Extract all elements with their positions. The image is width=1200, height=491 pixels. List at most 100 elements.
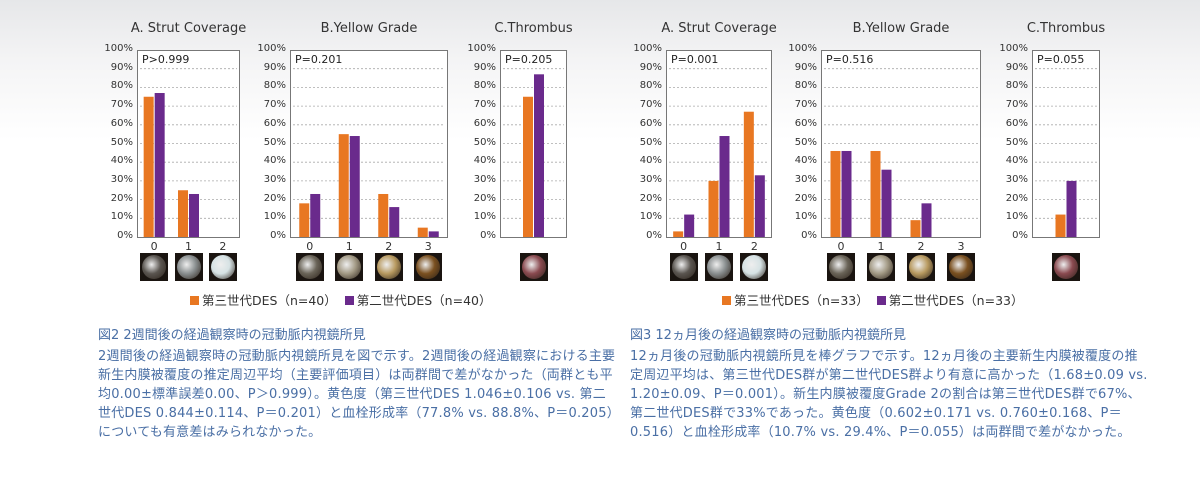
y-tick-label: 70% — [639, 99, 662, 111]
y-tick-label: 10% — [473, 211, 496, 223]
p-value-annotation: P=0.205 — [505, 53, 553, 66]
x-tick-label: 0 — [150, 240, 158, 253]
y-tick-label: 60% — [639, 117, 662, 129]
y-tick-label: 70% — [473, 99, 496, 111]
y-tick-label: 50% — [110, 136, 133, 148]
legend-swatch-orange — [722, 296, 731, 305]
y-tick-label: 20% — [263, 192, 286, 204]
bar-3rd-gen-des — [378, 193, 389, 237]
y-tick-label: 100% — [104, 43, 133, 54]
y-tick-label: 100% — [633, 43, 662, 54]
y-tick-label: 10% — [794, 211, 817, 223]
chart-title: C.Thrombus — [494, 21, 573, 36]
y-tick-label: 90% — [794, 61, 817, 73]
y-tick-label: 40% — [794, 155, 817, 167]
y-tick-label: 10% — [639, 211, 662, 223]
bar-3rd-gen-des — [708, 180, 719, 237]
y-tick-label: 50% — [473, 136, 496, 148]
caption-fig3: 図3 12ヵ月後の経過観察時の冠動脈内視鏡所見 12ヵ月後の冠動脈内視鏡所見を棒… — [630, 324, 1150, 442]
endoscopy-image — [376, 255, 401, 279]
bar-2nd-gen-des — [310, 193, 321, 237]
legend-label-3rd-gen: 第三世代DES（n=40） — [202, 293, 337, 308]
y-tick-label: 0% — [1012, 230, 1028, 241]
endoscopy-image-thumbnail — [140, 253, 169, 281]
x-tick-label: 1 — [877, 240, 885, 253]
y-tick-label: 60% — [473, 117, 496, 129]
endoscopy-image-thumbnail — [519, 253, 548, 281]
endoscopy-image-thumbnail — [335, 253, 364, 281]
y-tick-label: 40% — [110, 155, 133, 167]
y-tick-label: 80% — [110, 80, 133, 92]
y-tick-label: 90% — [473, 61, 496, 73]
chart-title: A. Strut Coverage — [130, 21, 247, 36]
y-tick-label: 90% — [110, 61, 133, 73]
y-tick-label: 60% — [263, 117, 286, 129]
endoscopy-image — [297, 255, 322, 279]
endoscopy-image — [337, 255, 362, 279]
endoscopy-image — [829, 255, 853, 279]
y-tick-label: 100% — [788, 43, 817, 54]
endoscopy-image — [742, 255, 767, 279]
endoscopy-image-thumbnail — [740, 253, 769, 281]
y-tick-label: 70% — [110, 99, 133, 111]
x-tick-label: 2 — [917, 240, 925, 253]
bar-3rd-gen-des — [143, 96, 154, 237]
y-tick-label: 10% — [263, 211, 286, 223]
x-tick-label: 0 — [306, 240, 314, 253]
bar-2nd-gen-des — [389, 207, 400, 237]
x-tick-label: 1 — [345, 240, 353, 253]
x-tick-label: 0 — [837, 240, 845, 253]
x-tick-label: 1 — [185, 240, 192, 253]
bar-2nd-gen-des — [349, 136, 360, 237]
legend-label-3rd-gen: 第三世代DES（n=33） — [734, 293, 869, 308]
p-value-annotation: P=0.055 — [1037, 53, 1085, 66]
plot-area — [666, 50, 772, 238]
y-tick-label: 30% — [263, 173, 286, 185]
endoscopy-image — [416, 255, 441, 279]
y-tick-label: 20% — [473, 192, 496, 204]
endoscopy-image-thumbnail — [705, 253, 733, 281]
endoscopy-image-thumbnail — [947, 253, 975, 281]
bar-2nd-gen-des — [684, 214, 695, 237]
bar-3rd-gen-des — [299, 203, 310, 237]
endoscopy-image-thumbnail — [295, 253, 324, 281]
chart-title: C.Thrombus — [1026, 21, 1106, 36]
x-tick-label: 3 — [424, 240, 432, 253]
legend-fig3: 第三世代DES（n=33） 第二世代DES（n=33） — [722, 290, 1023, 309]
x-tick-label: 2 — [750, 240, 758, 253]
y-tick-label: 30% — [794, 173, 817, 185]
bar-3rd-gen-des — [910, 220, 921, 237]
bar-3rd-gen-des — [743, 111, 754, 237]
y-tick-label: 100% — [257, 43, 286, 54]
legend-label-2nd-gen: 第二世代DES（n=40） — [356, 293, 492, 308]
y-tick-label: 80% — [473, 80, 496, 92]
endoscopy-image — [142, 255, 167, 279]
bar-2nd-gen-des — [881, 169, 892, 237]
y-tick-label: 40% — [473, 155, 496, 167]
plot-area — [137, 50, 240, 238]
endoscopy-image-thumbnail — [174, 253, 203, 281]
y-tick-label: 30% — [473, 173, 496, 185]
x-tick-label: 2 — [219, 240, 227, 253]
p-value-annotation: P=0.516 — [826, 53, 874, 66]
y-tick-label: 60% — [1005, 117, 1028, 129]
bar-2nd-gen-des — [534, 74, 544, 237]
endoscopy-image — [210, 255, 235, 279]
bar-2nd-gen-des — [921, 203, 932, 237]
y-tick-label: 50% — [1005, 136, 1028, 148]
endoscopy-image — [869, 255, 893, 279]
y-tick-label: 80% — [263, 80, 286, 92]
y-tick-label: 0% — [801, 230, 817, 241]
endoscopy-image — [909, 255, 933, 279]
endoscopy-image-thumbnail — [1052, 253, 1080, 281]
x-tick-label: 1 — [715, 240, 723, 253]
legend-swatch-orange — [190, 296, 199, 305]
y-tick-label: 0% — [270, 230, 286, 241]
y-tick-label: 70% — [794, 99, 817, 111]
y-tick-label: 30% — [110, 173, 133, 185]
plot-area — [500, 50, 567, 238]
endoscopy-image-thumbnail — [414, 253, 443, 281]
